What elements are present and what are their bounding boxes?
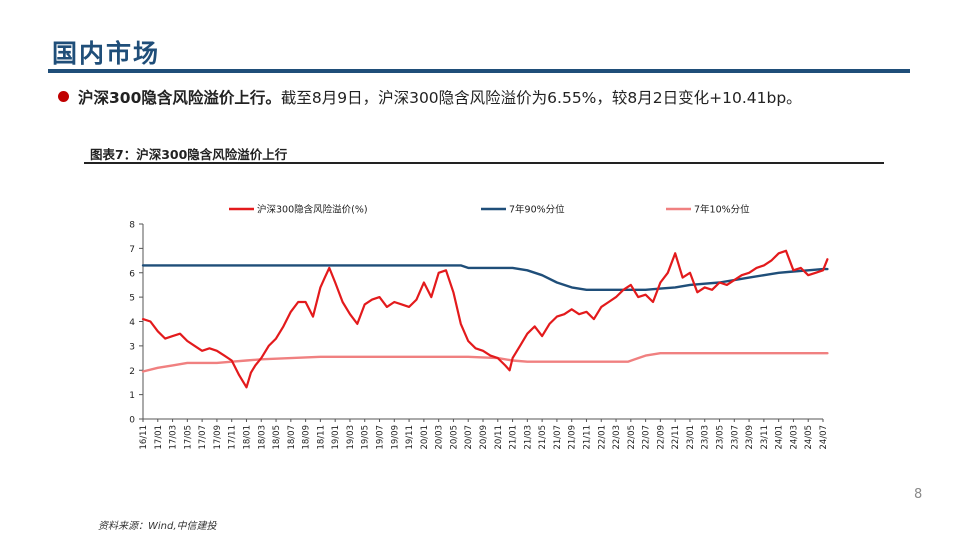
x-tick-label: 21/05 bbox=[538, 425, 548, 450]
x-tick-label: 17/03 bbox=[169, 425, 179, 450]
x-tick-label: 17/07 bbox=[198, 425, 208, 450]
x-tick-label: 23/09 bbox=[745, 425, 755, 450]
x-tick-label: 18/07 bbox=[287, 425, 297, 450]
x-tick-label: 20/09 bbox=[479, 425, 489, 450]
page-number: 8 bbox=[914, 487, 923, 502]
series-line-1 bbox=[141, 249, 829, 389]
y-tick-label: 6 bbox=[129, 269, 135, 279]
x-tick-label: 21/09 bbox=[568, 425, 578, 450]
y-tick-label: 5 bbox=[129, 294, 135, 304]
y-tick-label: 7 bbox=[129, 245, 135, 255]
x-tick-label: 17/01 bbox=[154, 425, 164, 450]
x-tick-label: 22/05 bbox=[627, 425, 637, 450]
bullet-headline: 沪深300隐含风险溢价上行。 bbox=[78, 89, 281, 107]
y-tick-label: 4 bbox=[129, 318, 135, 328]
x-tick-label: 21/07 bbox=[553, 425, 563, 450]
page-title: 国内市场 bbox=[52, 39, 161, 68]
x-tick-label: 24/01 bbox=[775, 425, 785, 450]
x-tick-label: 16/11 bbox=[139, 425, 149, 450]
legend-label-1: 沪深300隐含风险溢价(%) bbox=[257, 204, 368, 216]
legend-label-3: 7年10%分位 bbox=[694, 204, 750, 216]
series-line-3 bbox=[141, 352, 829, 373]
x-tick-label: 24/03 bbox=[789, 425, 799, 450]
legend-label-2: 7年90%分位 bbox=[509, 204, 565, 216]
x-tick-label: 17/11 bbox=[228, 425, 238, 450]
x-tick-label: 17/05 bbox=[183, 425, 193, 450]
x-tick-label: 19/03 bbox=[346, 425, 356, 450]
x-tick-label: 19/07 bbox=[376, 425, 386, 450]
x-tick-label: 17/09 bbox=[213, 425, 223, 450]
x-tick-label: 21/11 bbox=[582, 425, 592, 450]
x-tick-label: 18/05 bbox=[272, 425, 282, 450]
summary-bullet: 沪深300隐含风险溢价上行。截至8月9日，沪深300隐含风险溢价为6.55%，较… bbox=[58, 86, 802, 108]
bullet-detail: 截至8月9日，沪深300隐含风险溢价为6.55%，较8月2日变化+10.41bp… bbox=[280, 89, 802, 107]
x-tick-label: 20/05 bbox=[449, 425, 459, 450]
figure-source: 资料来源：Wind,中信建投 bbox=[98, 521, 217, 532]
y-tick-label: 8 bbox=[129, 221, 135, 231]
series-line-2 bbox=[141, 264, 829, 291]
y-tick-label: 2 bbox=[129, 367, 135, 377]
x-tick-label: 20/03 bbox=[435, 425, 445, 450]
x-tick-label: 20/01 bbox=[420, 425, 430, 450]
x-tick-label: 19/09 bbox=[390, 425, 400, 450]
x-tick-label: 18/09 bbox=[302, 425, 312, 450]
figure-title: 图表7：沪深300隐含风险溢价上行 bbox=[90, 147, 288, 162]
y-tick-label: 3 bbox=[129, 342, 135, 352]
bullet-dot-icon bbox=[58, 91, 69, 102]
x-tick-label: 24/05 bbox=[804, 425, 814, 450]
x-tick-label: 22/11 bbox=[671, 425, 681, 450]
x-tick-label: 23/07 bbox=[730, 425, 740, 450]
x-tick-label: 24/07 bbox=[819, 425, 829, 450]
x-tick-label: 19/11 bbox=[405, 425, 415, 450]
x-tick-label: 18/11 bbox=[316, 425, 326, 450]
x-tick-label: 22/01 bbox=[597, 425, 607, 450]
title-divider bbox=[48, 69, 910, 73]
x-tick-label: 21/01 bbox=[509, 425, 519, 450]
x-tick-label: 23/03 bbox=[701, 425, 711, 450]
x-tick-label: 22/09 bbox=[656, 425, 666, 450]
x-tick-label: 19/05 bbox=[361, 425, 371, 450]
x-tick-label: 23/01 bbox=[686, 425, 696, 450]
x-tick-label: 18/01 bbox=[242, 425, 252, 450]
x-tick-label: 23/11 bbox=[760, 425, 770, 450]
x-tick-label: 21/03 bbox=[523, 425, 533, 450]
x-tick-label: 19/01 bbox=[331, 425, 341, 450]
figure-divider bbox=[84, 162, 884, 164]
x-tick-label: 20/11 bbox=[494, 425, 504, 450]
y-tick-label: 0 bbox=[129, 416, 135, 426]
x-tick-label: 22/07 bbox=[642, 425, 652, 450]
x-tick-label: 20/07 bbox=[464, 425, 474, 450]
y-tick-label: 1 bbox=[129, 391, 135, 401]
x-tick-label: 23/05 bbox=[716, 425, 726, 450]
x-tick-label: 18/03 bbox=[257, 425, 267, 450]
x-tick-label: 22/03 bbox=[612, 425, 622, 450]
